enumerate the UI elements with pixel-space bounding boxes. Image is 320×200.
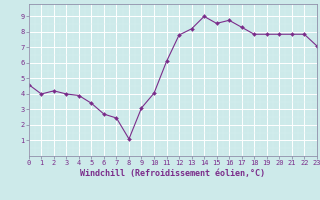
- X-axis label: Windchill (Refroidissement éolien,°C): Windchill (Refroidissement éolien,°C): [80, 169, 265, 178]
